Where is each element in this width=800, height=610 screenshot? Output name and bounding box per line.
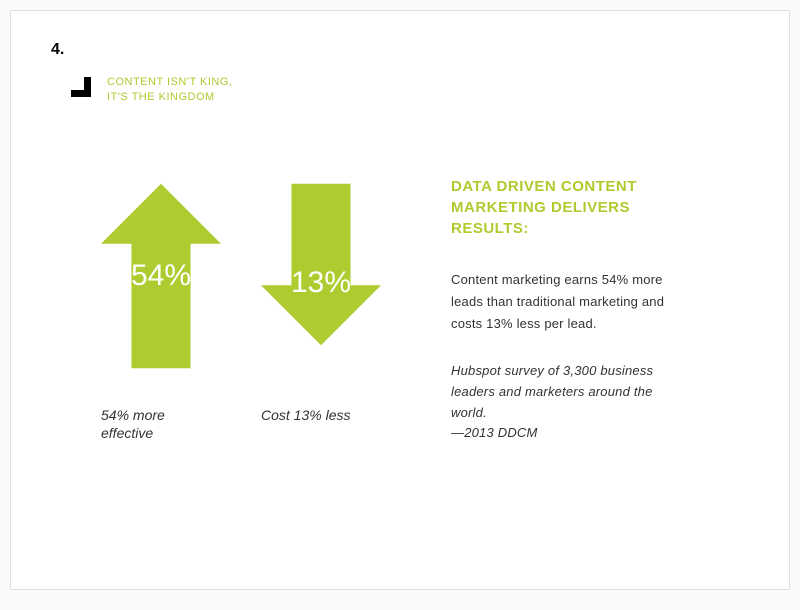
slide: 4. CONTENT ISN'T KING, IT'S THE KINGDOM … bbox=[10, 10, 790, 590]
arrow-down: 13% bbox=[261, 176, 381, 376]
body-text: Content marketing earns 54% more leads t… bbox=[451, 269, 681, 335]
content-row: 54% 54% more effective 13% Cost 13% less… bbox=[51, 176, 749, 444]
source-text: Hubspot survey of 3,300 business leaders… bbox=[451, 361, 681, 444]
arrow-down-percent: 13% bbox=[291, 266, 351, 300]
tagline: CONTENT ISN'T KING, IT'S THE KINGDOM bbox=[107, 75, 232, 106]
tagline-line2: IT'S THE KINGDOM bbox=[107, 91, 215, 103]
arrow-up-block: 54% 54% more effective bbox=[101, 176, 221, 444]
tagline-line1: CONTENT ISN'T KING, bbox=[107, 76, 232, 88]
headline: DATA DRIVEN CONTENT MARKETING DELIVERS R… bbox=[451, 176, 681, 239]
arrow-up-caption: 54% more effective bbox=[101, 406, 211, 442]
logo-icon bbox=[67, 73, 91, 97]
arrow-down-block: 13% Cost 13% less bbox=[261, 176, 381, 444]
arrow-up-percent: 54% bbox=[131, 259, 191, 293]
arrow-down-caption: Cost 13% less bbox=[261, 406, 371, 424]
text-column: DATA DRIVEN CONTENT MARKETING DELIVERS R… bbox=[451, 176, 681, 444]
slide-number: 4. bbox=[51, 41, 64, 59]
arrow-up: 54% bbox=[101, 176, 221, 376]
arrows-column: 54% 54% more effective 13% Cost 13% less bbox=[101, 176, 381, 444]
